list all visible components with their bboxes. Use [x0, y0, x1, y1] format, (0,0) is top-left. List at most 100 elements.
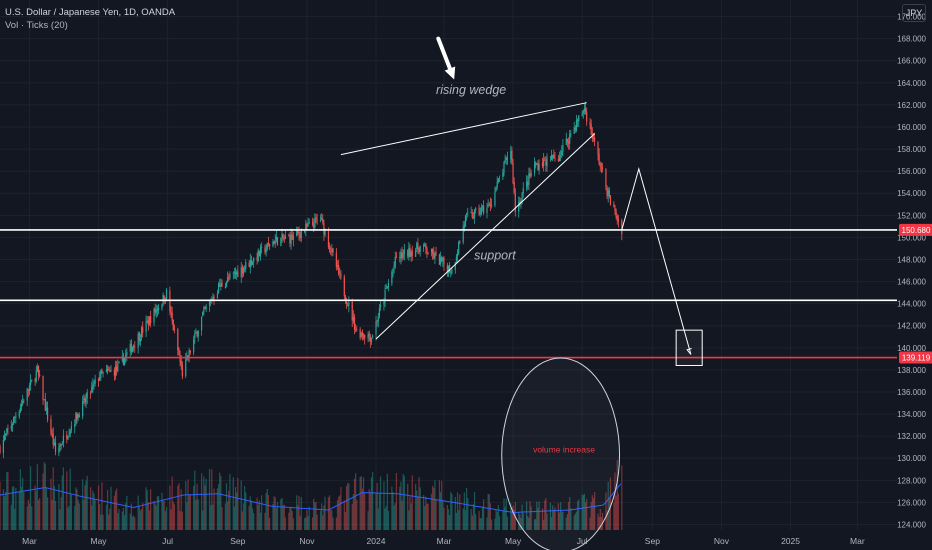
- volume-bar: [315, 502, 317, 530]
- candle-body: [552, 155, 554, 159]
- candle-body: [75, 412, 77, 425]
- candle-body: [61, 443, 63, 445]
- candle-body: [46, 407, 49, 420]
- volume-bar: [529, 501, 531, 530]
- volume-bar: [248, 505, 250, 530]
- candle-body: [181, 364, 183, 377]
- volume-bar: [369, 492, 371, 530]
- candle-body: [526, 181, 528, 188]
- candle-body: [498, 177, 501, 179]
- volume-bar: [108, 514, 110, 530]
- volume-bar: [336, 500, 339, 530]
- time-axis[interactable]: Mar May Jul Sep Nov 2024 Mar May Jul Sep Nov 2025 Ma…: [22, 536, 865, 546]
- volume-bar: [18, 491, 20, 530]
- candle-body: [463, 224, 465, 228]
- candle-body: [311, 221, 314, 225]
- volume-bar: [597, 513, 599, 530]
- volume-bar: [459, 494, 461, 530]
- time-tick-label: 2025: [781, 536, 800, 546]
- volume-bar: [439, 492, 442, 530]
- currency-button[interactable]: JPY: [902, 4, 926, 22]
- volume-bar: [451, 494, 453, 530]
- candle-body: [275, 236, 277, 241]
- candle-body: [321, 217, 323, 220]
- volume-bar: [393, 505, 395, 530]
- volume-bar: [550, 517, 553, 530]
- candle-body: [589, 122, 591, 125]
- candle-body: [37, 365, 40, 375]
- volume-indicator-label[interactable]: Vol · Ticks (20): [5, 20, 68, 31]
- symbol-title[interactable]: U.S. Dollar / Japanese Yen, 1D, OANDA: [5, 7, 176, 18]
- candle-body: [256, 257, 258, 261]
- volume-bar: [54, 501, 57, 530]
- candle-body: [212, 297, 214, 301]
- price-tick-label: 138.000: [897, 366, 926, 375]
- candle-body: [268, 243, 271, 247]
- volume-bar: [447, 509, 450, 530]
- volume-bar: [251, 508, 254, 530]
- volume-bar: [93, 493, 95, 530]
- candle-body: [369, 336, 371, 342]
- volume-bar: [121, 511, 123, 530]
- volume-bar: [552, 505, 554, 530]
- candle-body: [99, 377, 101, 381]
- candle-body: [67, 436, 69, 440]
- volume-bar: [450, 491, 452, 530]
- volume-bar: [483, 499, 485, 530]
- candle-body: [3, 435, 6, 440]
- volume-bar: [403, 475, 405, 530]
- volume-bar: [385, 506, 387, 530]
- candle-body: [399, 256, 401, 258]
- candle-body: [14, 417, 16, 418]
- volume-bar: [607, 481, 609, 530]
- candle-body: [323, 222, 325, 235]
- volume-bar: [377, 508, 379, 530]
- volume-bar: [224, 503, 226, 530]
- candle-body: [443, 257, 445, 265]
- volume-bar: [100, 514, 102, 530]
- volume-bar: [125, 503, 127, 530]
- volume-bar: [122, 508, 125, 530]
- candle-body: [545, 160, 547, 166]
- volume-bar: [546, 513, 548, 530]
- candle-body: [134, 346, 136, 348]
- candle-body: [332, 248, 334, 253]
- volume-bar: [86, 476, 88, 530]
- volume-bar: [3, 496, 6, 530]
- volume-bar: [521, 504, 523, 530]
- volume-bar: [376, 482, 378, 530]
- candle-body: [605, 168, 607, 188]
- candle-body: [533, 163, 536, 174]
- time-tick-label: 2024: [367, 536, 386, 546]
- volume-bar: [561, 511, 563, 530]
- time-tick-label: May: [505, 536, 522, 546]
- candle-body: [621, 220, 623, 235]
- candle-body: [488, 203, 490, 205]
- volume-bar: [554, 507, 556, 530]
- candle-body: [351, 301, 353, 321]
- candle-body: [250, 260, 253, 265]
- candle-body: [527, 182, 529, 186]
- volume-bar: [212, 504, 214, 530]
- candle-body: [173, 329, 176, 331]
- volume-bar: [299, 515, 301, 530]
- volume-bar: [581, 494, 583, 530]
- candle-body: [565, 138, 567, 145]
- candle-body: [372, 335, 374, 337]
- candle-body: [259, 247, 262, 257]
- volume-bar: [26, 506, 28, 530]
- volume-bar: [69, 468, 71, 530]
- candle-body: [442, 257, 444, 261]
- volume-bar: [181, 511, 183, 530]
- candle-body: [189, 350, 191, 353]
- candle-body: [335, 252, 337, 268]
- candle-body: [506, 157, 508, 160]
- volume-bar: [589, 517, 591, 530]
- volume-bar: [324, 496, 326, 530]
- price-axis[interactable]: 170.000 168.000 166.000 164.000 162.000 160.0…: [897, 0, 932, 550]
- candle-body: [512, 163, 514, 184]
- candle-body: [403, 249, 405, 255]
- volume-bar: [311, 517, 314, 530]
- volume-bar: [276, 502, 279, 530]
